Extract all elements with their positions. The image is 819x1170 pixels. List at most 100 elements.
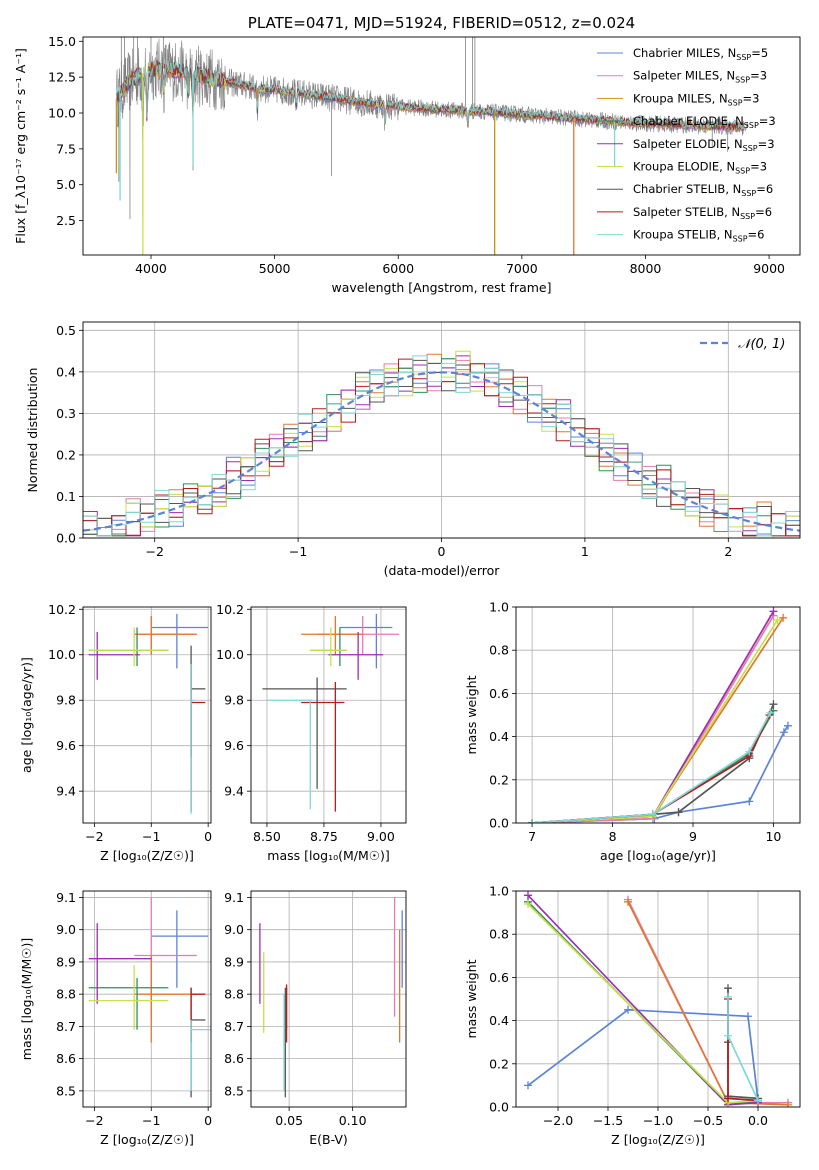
weight-vs-age-ytick-label: 0.0 [489, 816, 509, 831]
residuals-panel: −2 −1 0 1 2 0.0 0.1 0.2 0.3 0.4 0.5 (data-model)/er… [25, 321, 801, 578]
residuals-plot-area [83, 350, 800, 537]
age-vs-z-ytick-label: 9.8 [56, 693, 76, 708]
weight-marker [779, 728, 788, 737]
weight-marker [724, 984, 732, 993]
spectrum-plot-area [115, 37, 749, 255]
residuals-xtick-label: 0 [438, 544, 446, 559]
weight-marker [769, 700, 778, 709]
weight-vs-age-xlabel: age [log₁₀(age/yr)] [600, 848, 716, 863]
legend-suffix: =3 [750, 69, 767, 83]
mass-vs-ebv-ytick-label: 8.8 [224, 987, 244, 1002]
age-vs-z-xtick-label: −1 [142, 829, 160, 844]
weight-marker [769, 607, 778, 616]
weight-vs-age-ytick-label: 0.4 [489, 729, 509, 744]
weight-vs-z-xtick-label: 0.0 [748, 1113, 768, 1128]
residuals-ytick-label: 0.4 [56, 364, 76, 379]
weight-line [532, 712, 771, 823]
legend-sub: SSP [744, 121, 759, 130]
mass-vs-z-xtick-label: −2 [85, 1113, 103, 1128]
mass-vs-z-xtick-label: 0 [204, 1113, 212, 1128]
legend-sub: SSP [735, 167, 750, 176]
age-vs-mass-ytick-label: 9.8 [224, 693, 244, 708]
residuals-xtick-label: 1 [581, 544, 589, 559]
weight-line [532, 615, 775, 823]
age-vs-z-xlabel: Z [log₁₀(Z/Z☉)] [100, 848, 194, 863]
weight-vs-age-panel: 7 8 9 10 0.0 0.2 0.4 0.6 0.8 1.0 age [log₁₀(age/yr… [464, 600, 801, 863]
age-vs-z-ytick-label: 10.0 [48, 647, 76, 662]
age-vs-z-ylabel: age [log₁₀(age/yr)] [19, 657, 34, 773]
legend-sub: SSP [741, 189, 756, 198]
age-vs-z-ytick-label: 10.2 [48, 602, 76, 617]
spectrum-legend: Chabrier MILES, NSSP=5 Salpeter MILES, NS… [597, 46, 776, 244]
mass-vs-z-ytick-label: 9.1 [56, 890, 76, 905]
weight-vs-age-ytick-label: 0.8 [489, 643, 509, 658]
weight-marker [724, 1031, 732, 1040]
legend-entry: Salpeter STELIB, NSSP=6 [633, 205, 772, 221]
weight-marker [783, 721, 792, 730]
age-vs-z-xtick-label: −2 [85, 829, 103, 844]
weight-marker [724, 992, 732, 1001]
weight-vs-z-ytick-label: 0.4 [489, 1013, 509, 1028]
weight-vs-z-ytick-label: 0.0 [489, 1100, 509, 1115]
legend-suffix: =6 [756, 182, 773, 196]
weight-vs-z-ytick-label: 0.6 [489, 970, 509, 985]
legend-entry: Chabrier STELIB, NSSP=6 [633, 182, 773, 198]
mass-vs-z-ytick-label: 8.8 [56, 987, 76, 1002]
spectrum-xtick-label: 7000 [506, 261, 538, 276]
age-vs-z-frame [82, 606, 212, 824]
legend-suffix: =3 [759, 114, 776, 128]
residuals-xlabel: (data-model)/error [384, 563, 501, 578]
mass-vs-ebv-ytick-label: 8.5 [224, 1083, 244, 1098]
weight-marker [624, 1005, 632, 1014]
mass-vs-ebv-ytick-label: 8.7 [224, 1019, 244, 1034]
legend-sub: SSP [740, 212, 755, 221]
weight-marker [524, 891, 532, 900]
mass-vs-ebv-ytick-label: 9.0 [224, 922, 244, 937]
weight-vs-age-ylabel: mass weight [464, 675, 479, 754]
mass-vs-ebv-frame [250, 890, 407, 1108]
age-vs-mass-xlabel: mass [log₁₀(M/M☉)] [267, 848, 389, 863]
weight-vs-age-ytick-label: 0.2 [489, 772, 509, 787]
model-spectrum-kroupa-stelib [116, 59, 745, 130]
spectrum-panel: 4000 5000 6000 7000 8000 9000 2.5 5.0 7.5 10.0 12.… [13, 14, 801, 295]
weight-vs-age-ytick-label: 0.6 [489, 686, 509, 701]
weight-vs-z-frame [515, 890, 801, 1108]
residuals-ytick-label: 0.1 [56, 489, 76, 504]
legend-entry: Kroupa STELIB, NSSP=6 [633, 228, 764, 244]
mass-vs-z-ytick-label: 8.5 [56, 1083, 76, 1098]
residuals-xtick-label: −1 [289, 544, 307, 559]
weight-vs-z-xtick-label: −0.5 [693, 1113, 723, 1128]
weight-vs-age-xtick-label: 7 [528, 829, 536, 844]
spectrum-title: PLATE=0471, MJD=51924, FIBERID=0512, z=0… [248, 14, 635, 32]
legend-entry: Kroupa MILES, NSSP=3 [633, 91, 759, 107]
age-vs-z-ytick-label: 9.4 [56, 784, 76, 799]
legend-suffix: =3 [743, 91, 760, 105]
legend-entry: Salpeter MILES, NSSP=3 [633, 69, 767, 85]
weight-marker [528, 819, 537, 823]
mass-vs-ebv-xtick-label: 0.05 [275, 1113, 303, 1128]
spectrum-ytick-label: 5.0 [56, 177, 76, 192]
weight-vs-z-xtick-label: −1.5 [593, 1113, 623, 1128]
legend-name: Chabrier MILES, N [633, 46, 736, 60]
legend-sub: SSP [733, 235, 748, 244]
mass-vs-z-ytick-label: 9.0 [56, 922, 76, 937]
residuals-xtick-label: 2 [724, 544, 732, 559]
weight-line [727, 996, 759, 1101]
legend-entry: Salpeter ELODIE, NSSP=3 [633, 137, 775, 153]
residuals-xtick-label: −2 [145, 544, 163, 559]
age-vs-mass-ytick-label: 9.6 [224, 738, 244, 753]
spectrum-ylabel: Flux [f_λ10⁻¹⁷ erg cm⁻² s⁻¹ A⁻¹] [13, 48, 28, 244]
legend-suffix: =6 [755, 205, 772, 219]
residuals-ytick-label: 0.3 [56, 406, 76, 421]
mass-vs-z-panel: −2 −1 0 8.5 8.6 8.7 8.8 8.9 9.0 9.1 Z [log₁₀(Z/Z☉)… [19, 890, 212, 1147]
mass-vs-z-xlabel: Z [log₁₀(Z/Z☉)] [100, 1132, 194, 1147]
weight-vs-age-xtick-label: 10 [765, 829, 781, 844]
weight-marker [724, 1094, 732, 1103]
legend-entry: Chabrier MILES, NSSP=5 [633, 46, 768, 62]
residuals-ytick-label: 0.2 [56, 447, 76, 462]
mass-vs-ebv-panel: 0.05 0.10 8.5 8.6 8.7 8.8 8.9 9.0 9.1 E(B-V) [224, 890, 407, 1147]
weight-marker [745, 747, 754, 756]
weight-line [532, 725, 789, 823]
spectrum-xtick-label: 5000 [259, 261, 291, 276]
